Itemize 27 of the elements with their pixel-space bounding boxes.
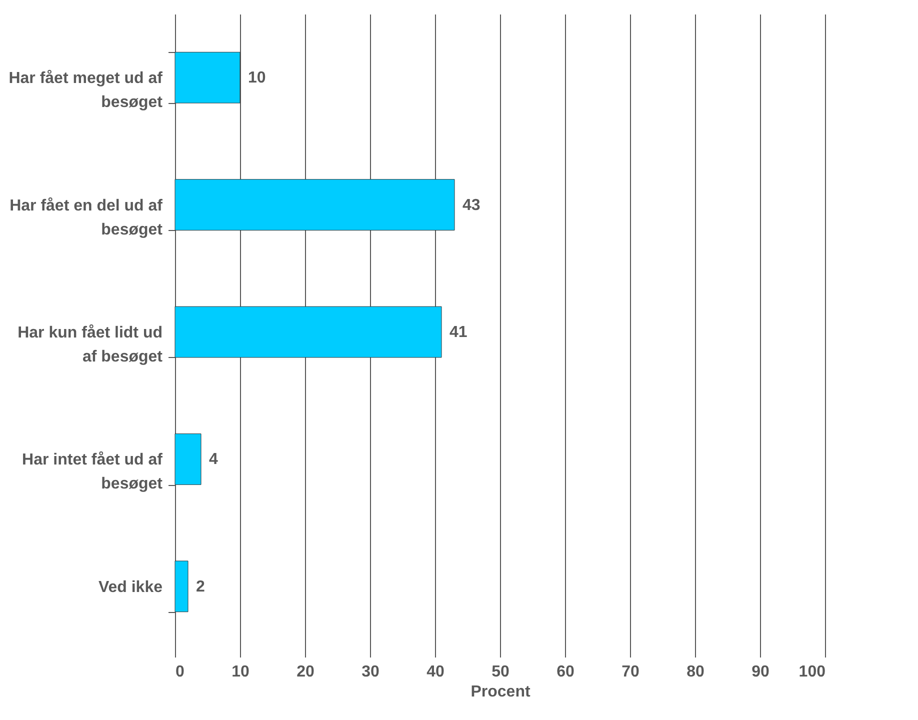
bar [174,306,442,358]
data-label: 43 [462,196,480,214]
bar [174,434,202,485]
x-tick-label: 90 [752,664,770,680]
y-tick-label: Ved ikke [98,578,163,596]
y-tick-label: Har fået en del ud af besøget [10,196,164,238]
x-tick-label: 50 [492,664,510,680]
x-tick-label: 40 [426,664,444,680]
data-label: 41 [450,324,468,341]
data-label: 10 [248,70,266,87]
bar [174,560,188,612]
x-tick-label: 20 [296,664,314,680]
y-tick-label: Har intet fået ud af besøget [22,450,164,493]
y-tick-label: Har kun fået lidt ud af besøget [18,324,164,366]
bar [174,52,240,104]
y-tick-label: Har fået meget ud af besøget [8,69,164,112]
data-label: 4 [209,451,218,468]
x-tick-label: 60 [556,664,574,680]
x-tick-label: 30 [362,664,380,680]
x-tick-label: 10 [232,664,250,680]
x-tick-label: 80 [686,664,704,680]
bar [174,179,455,230]
x-tick-label: 70 [622,664,640,680]
x-tick-label: 0 [176,664,184,680]
x-tick-label: 100 [798,664,826,680]
x-axis-title: Procent [470,684,531,700]
data-label: 2 [196,578,205,596]
